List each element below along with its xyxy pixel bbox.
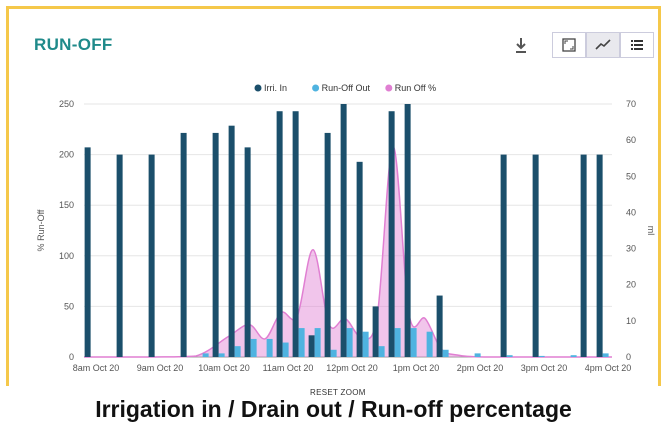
runoff-out-bar xyxy=(330,349,337,357)
download-icon xyxy=(516,38,526,53)
irri-in-bar xyxy=(340,104,347,357)
legend-marker xyxy=(312,84,320,92)
x-tick-label: 12pm Oct 20 xyxy=(326,363,378,373)
irri-in-bar xyxy=(308,335,315,357)
legend-marker xyxy=(254,84,262,92)
x-tick-label: 2pm Oct 20 xyxy=(457,363,504,373)
list-button[interactable] xyxy=(620,32,654,58)
irri-in-bar xyxy=(116,154,123,357)
y-right-tick-label: 60 xyxy=(626,135,636,145)
runoff-out-bar xyxy=(474,353,481,357)
y-right-tick-label: 10 xyxy=(626,316,636,326)
y-left-tick-label: 100 xyxy=(59,251,74,261)
irri-in-bar xyxy=(372,306,379,357)
irri-in-bar xyxy=(532,154,539,357)
irri-in-bar xyxy=(404,104,411,357)
legend-entry: Run-Off Out xyxy=(322,83,371,93)
runoff-out-bar xyxy=(250,338,257,357)
irri-in-bar xyxy=(148,154,155,357)
legend-entry: Run Off % xyxy=(395,83,436,93)
runoff-out-bar xyxy=(506,355,513,357)
runoff-out-bar xyxy=(602,353,609,357)
fullscreen-button[interactable] xyxy=(552,32,586,58)
download-button[interactable] xyxy=(514,36,528,54)
irri-in-bar xyxy=(356,161,363,357)
y-left-tick-label: 0 xyxy=(69,352,74,362)
irri-in-bar xyxy=(244,147,251,357)
irri-in-bar xyxy=(580,154,587,357)
x-tick-label: 4pm Oct 20 xyxy=(585,363,632,373)
y-right-tick-label: 0 xyxy=(626,352,631,362)
y-left-axis-label: % Run-Off xyxy=(36,209,46,251)
x-tick-label: 1pm Oct 20 xyxy=(393,363,440,373)
runoff-out-bar xyxy=(314,328,321,357)
irri-in-bar xyxy=(596,154,603,357)
irri-in-bar xyxy=(180,132,187,357)
irri-in-bar xyxy=(276,111,283,357)
y-right-tick-label: 20 xyxy=(626,280,636,290)
irri-in-bar xyxy=(228,125,235,357)
irri-in-bar xyxy=(500,154,507,357)
runoff-out-bar xyxy=(218,353,225,357)
y-left-tick-label: 50 xyxy=(64,301,74,311)
runoff-out-bar xyxy=(346,328,353,357)
reset-zoom-button[interactable]: RESET ZOOM xyxy=(310,388,366,397)
runoff-out-bar xyxy=(266,338,273,357)
irri-in-bar xyxy=(84,147,91,357)
y-right-axis-label: ml xyxy=(646,226,656,236)
legend-entry: Irri. In xyxy=(264,83,287,93)
runoff-out-bar xyxy=(394,328,401,357)
irri-in-bar xyxy=(324,132,331,357)
runoff-out-bar xyxy=(426,331,433,357)
y-right-tick-label: 50 xyxy=(626,171,636,181)
y-right-tick-label: 70 xyxy=(626,99,636,109)
irri-in-bar xyxy=(212,132,219,357)
x-tick-label: 9am Oct 20 xyxy=(137,363,184,373)
x-tick-label: 11am Oct 20 xyxy=(263,363,314,373)
irri-in-bar xyxy=(388,111,395,357)
irri-in-bar xyxy=(436,295,443,357)
runoff-out-bar xyxy=(570,355,577,357)
runoff-out-bar xyxy=(378,346,385,357)
y-left-tick-label: 150 xyxy=(59,200,74,210)
y-left-tick-label: 200 xyxy=(59,150,74,160)
chart-caption: Irrigation in / Drain out / Run-off perc… xyxy=(95,396,572,422)
runoff-chart: 0 50 100 150 200 250 0 10 20 30 40 50 60 70 % Run-Off m… xyxy=(36,83,656,373)
x-tick-label: 8am Oct 20 xyxy=(73,363,120,373)
fullscreen-icon xyxy=(562,38,576,52)
y-left-tick-label: 250 xyxy=(59,99,74,109)
page-title: RUN-OFF xyxy=(34,35,113,54)
irri-in-bar xyxy=(292,111,299,357)
runoff-out-bar xyxy=(410,328,417,357)
runoff-out-bar xyxy=(282,342,289,357)
runoff-out-bar xyxy=(442,349,449,357)
x-tick-label: 10am Oct 20 xyxy=(198,363,250,373)
runoff-out-bar xyxy=(202,353,209,357)
runoff-out-bar xyxy=(538,355,545,357)
list-icon xyxy=(631,40,643,50)
line-chart-icon xyxy=(595,39,611,50)
chart-card xyxy=(6,6,661,386)
line-chart-button[interactable] xyxy=(586,32,620,58)
runoff-out-bar xyxy=(234,346,241,357)
runoff-out-bar xyxy=(362,331,369,357)
y-right-tick-label: 40 xyxy=(626,207,636,217)
legend-marker xyxy=(385,84,393,92)
x-tick-label: 3pm Oct 20 xyxy=(521,363,568,373)
runoff-out-bar xyxy=(298,328,305,357)
y-right-tick-label: 30 xyxy=(626,244,636,254)
